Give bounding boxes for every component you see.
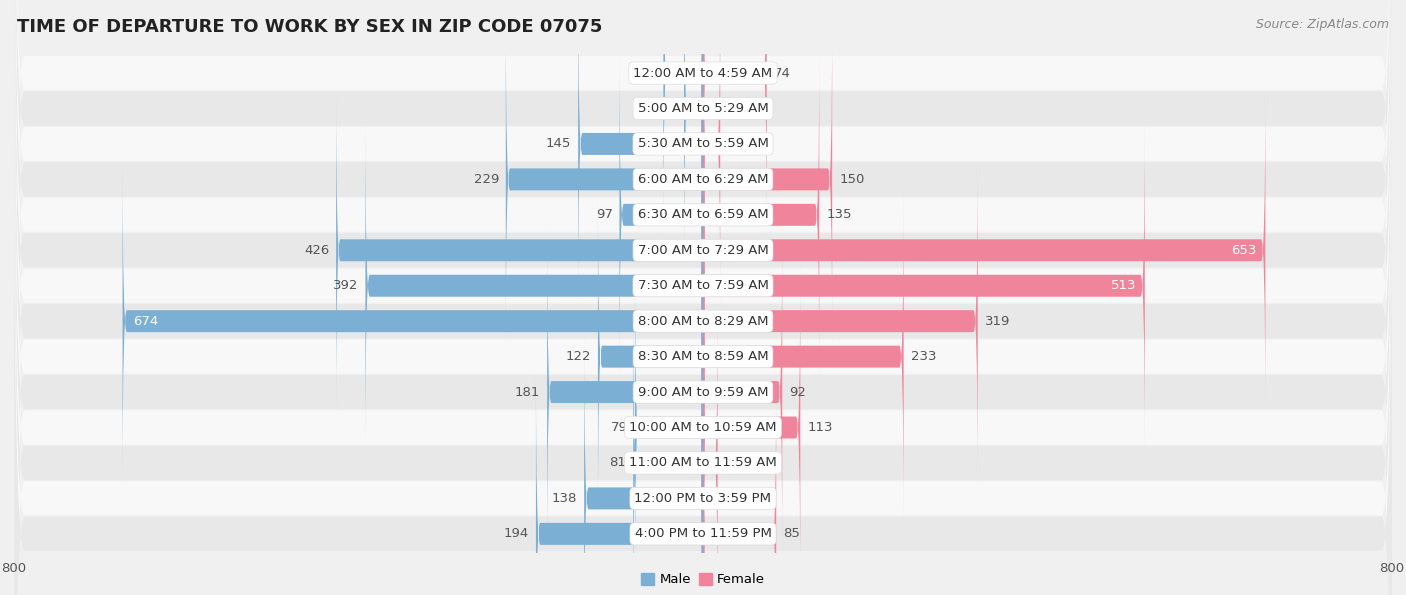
Text: 135: 135: [827, 208, 852, 221]
FancyBboxPatch shape: [14, 55, 1392, 595]
FancyBboxPatch shape: [703, 0, 720, 310]
Text: 653: 653: [1232, 244, 1257, 257]
FancyBboxPatch shape: [122, 155, 703, 487]
FancyBboxPatch shape: [703, 84, 1265, 416]
Text: 113: 113: [807, 421, 832, 434]
FancyBboxPatch shape: [685, 0, 703, 275]
FancyBboxPatch shape: [703, 368, 776, 595]
Text: 12:00 AM to 4:59 AM: 12:00 AM to 4:59 AM: [634, 67, 772, 80]
Text: 79: 79: [612, 421, 628, 434]
Text: 8:30 AM to 8:59 AM: 8:30 AM to 8:59 AM: [638, 350, 768, 363]
FancyBboxPatch shape: [664, 0, 703, 239]
Text: 0: 0: [710, 102, 718, 115]
FancyBboxPatch shape: [633, 297, 703, 595]
Text: 74: 74: [773, 67, 790, 80]
Text: 46: 46: [640, 67, 657, 80]
FancyBboxPatch shape: [578, 0, 703, 310]
FancyBboxPatch shape: [703, 0, 766, 239]
FancyBboxPatch shape: [703, 49, 820, 381]
Text: 138: 138: [553, 492, 578, 505]
FancyBboxPatch shape: [536, 368, 703, 595]
Text: 181: 181: [515, 386, 540, 399]
Text: TIME OF DEPARTURE TO WORK BY SEX IN ZIP CODE 07075: TIME OF DEPARTURE TO WORK BY SEX IN ZIP …: [17, 18, 602, 36]
FancyBboxPatch shape: [14, 0, 1392, 595]
Text: 233: 233: [911, 350, 936, 363]
Text: 5:30 AM to 5:59 AM: 5:30 AM to 5:59 AM: [637, 137, 769, 151]
FancyBboxPatch shape: [14, 0, 1392, 595]
Text: 8:00 AM to 8:29 AM: 8:00 AM to 8:29 AM: [638, 315, 768, 328]
Text: 6:30 AM to 6:59 AM: 6:30 AM to 6:59 AM: [638, 208, 768, 221]
Text: 513: 513: [1111, 279, 1136, 292]
FancyBboxPatch shape: [598, 190, 703, 523]
Text: Source: ZipAtlas.com: Source: ZipAtlas.com: [1256, 18, 1389, 31]
FancyBboxPatch shape: [547, 226, 703, 558]
Text: 20: 20: [727, 137, 744, 151]
Text: 9:00 AM to 9:59 AM: 9:00 AM to 9:59 AM: [638, 386, 768, 399]
Legend: Male, Female: Male, Female: [636, 568, 770, 592]
Text: 392: 392: [333, 279, 359, 292]
Text: 674: 674: [134, 315, 157, 328]
Text: 426: 426: [304, 244, 329, 257]
Text: 12:00 PM to 3:59 PM: 12:00 PM to 3:59 PM: [634, 492, 772, 505]
Text: 0: 0: [710, 492, 718, 505]
FancyBboxPatch shape: [366, 120, 703, 452]
FancyBboxPatch shape: [14, 90, 1392, 595]
FancyBboxPatch shape: [14, 0, 1392, 595]
FancyBboxPatch shape: [14, 0, 1392, 517]
FancyBboxPatch shape: [14, 0, 1392, 552]
Text: 11:00 AM to 11:59 AM: 11:00 AM to 11:59 AM: [628, 456, 778, 469]
Text: 6:00 AM to 6:29 AM: 6:00 AM to 6:29 AM: [638, 173, 768, 186]
FancyBboxPatch shape: [14, 0, 1392, 595]
FancyBboxPatch shape: [703, 261, 800, 594]
FancyBboxPatch shape: [14, 0, 1392, 595]
FancyBboxPatch shape: [636, 261, 703, 594]
FancyBboxPatch shape: [620, 49, 703, 381]
Text: 92: 92: [789, 386, 806, 399]
Text: 319: 319: [984, 315, 1010, 328]
FancyBboxPatch shape: [14, 19, 1392, 595]
FancyBboxPatch shape: [14, 0, 1392, 595]
FancyBboxPatch shape: [703, 155, 977, 487]
Text: 229: 229: [474, 173, 499, 186]
Text: 85: 85: [783, 527, 800, 540]
FancyBboxPatch shape: [703, 13, 832, 346]
FancyBboxPatch shape: [14, 126, 1392, 595]
FancyBboxPatch shape: [703, 120, 1144, 452]
Text: 22: 22: [661, 102, 678, 115]
Text: 81: 81: [609, 456, 626, 469]
FancyBboxPatch shape: [703, 297, 717, 595]
Text: 5:00 AM to 5:29 AM: 5:00 AM to 5:29 AM: [638, 102, 768, 115]
Text: 7:30 AM to 7:59 AM: 7:30 AM to 7:59 AM: [637, 279, 769, 292]
Text: 150: 150: [839, 173, 865, 186]
FancyBboxPatch shape: [506, 13, 703, 346]
FancyBboxPatch shape: [336, 84, 703, 416]
Text: 7:00 AM to 7:29 AM: 7:00 AM to 7:29 AM: [638, 244, 768, 257]
Text: 122: 122: [565, 350, 591, 363]
FancyBboxPatch shape: [14, 0, 1392, 481]
Text: 97: 97: [596, 208, 613, 221]
FancyBboxPatch shape: [14, 0, 1392, 588]
Text: 10:00 AM to 10:59 AM: 10:00 AM to 10:59 AM: [630, 421, 776, 434]
FancyBboxPatch shape: [703, 226, 782, 558]
Text: 17: 17: [724, 456, 741, 469]
Text: 4:00 PM to 11:59 PM: 4:00 PM to 11:59 PM: [634, 527, 772, 540]
FancyBboxPatch shape: [703, 190, 904, 523]
Text: 194: 194: [503, 527, 529, 540]
Text: 145: 145: [546, 137, 571, 151]
FancyBboxPatch shape: [583, 332, 703, 595]
